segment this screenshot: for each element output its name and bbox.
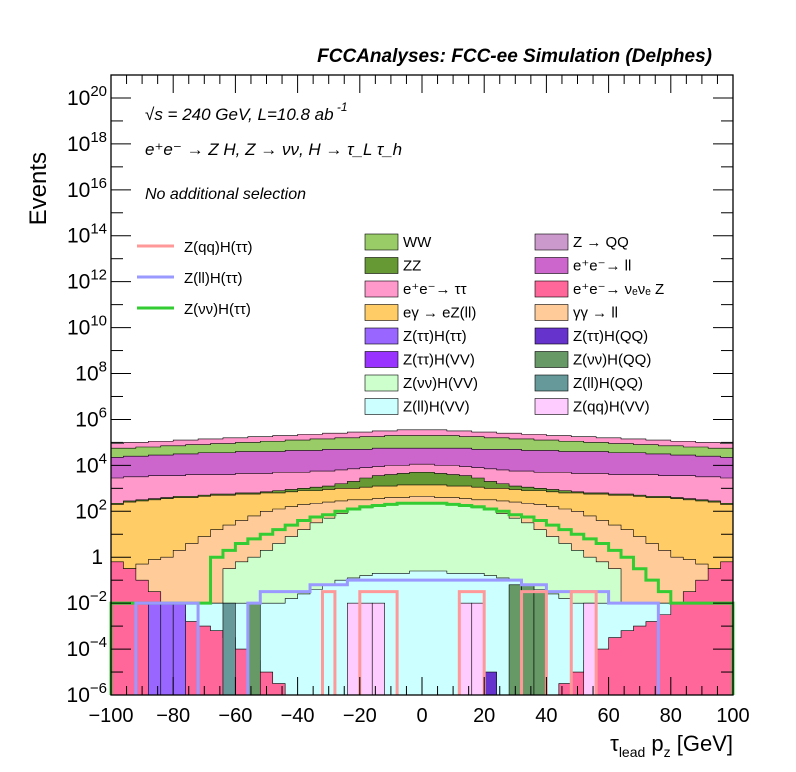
legend-swatch	[534, 398, 569, 415]
y-tick-label: 10−6	[67, 680, 107, 707]
y-tick-label: 1010	[67, 313, 107, 340]
legend-swatch	[364, 304, 399, 321]
x-label-sub: lead	[619, 744, 645, 760]
legend-swatch	[534, 351, 569, 368]
legend-label: e⁺e⁻→ ll	[573, 258, 631, 275]
legend-swatch	[364, 374, 399, 392]
legend-swatch	[364, 351, 399, 368]
legend-label: Z(ττ)H(QQ)	[573, 328, 648, 345]
legend-label: WW	[403, 234, 432, 251]
y-tick-label: 1018	[67, 129, 107, 156]
x-tick-label: 100	[716, 705, 749, 727]
y-tick-label: 10−2	[67, 588, 107, 615]
spike-bar-15	[583, 602, 597, 696]
x-tick-label: 60	[597, 705, 619, 727]
spike-bar-14	[533, 591, 547, 696]
x-tick-label: 0	[416, 705, 427, 727]
spike-bar-11	[483, 671, 497, 696]
spike-bar-9	[459, 602, 473, 696]
x-axis-label: τlead pz [GeV]	[610, 731, 733, 760]
legend-label: Z(νν)H(VV)	[403, 375, 478, 392]
y-tick-label: 1016	[67, 175, 107, 202]
signal-line-1	[109, 501, 735, 695]
legend-swatch	[364, 233, 399, 251]
spike-bar-12	[508, 584, 522, 696]
chart-header: FCCAnalyses: FCC-ee Simulation (Delphes)	[317, 46, 712, 67]
y-tick-label: 1020	[67, 83, 107, 110]
legend-label: Z(ll)H(VV)	[403, 399, 470, 416]
legend-label: γγ → ll	[573, 305, 618, 322]
x-tick-label: −40	[281, 705, 315, 727]
plot-layers	[109, 429, 735, 696]
legend-label: ZZ	[403, 258, 421, 275]
legend-swatch	[534, 233, 569, 251]
spike-bar-10	[471, 602, 485, 696]
x-tick-label: −60	[218, 705, 252, 727]
y-tick-label: 104	[75, 450, 107, 477]
legend-swatch	[534, 327, 569, 345]
x-label-rest: p	[645, 731, 663, 756]
legend-swatch	[364, 257, 399, 274]
legend-label: Z(νν)H(QQ)	[573, 352, 651, 369]
signal-legend-label: Z(qq)H(ττ)	[184, 239, 253, 256]
legend-label: Z(ττ)H(ττ)	[403, 328, 467, 345]
x-label-main: τ	[610, 731, 619, 756]
y-tick-label: 1014	[67, 221, 107, 248]
spike-bar-4	[222, 602, 236, 696]
legend-label: e⁺e⁻→ ττ	[403, 281, 467, 298]
x-tick-label: 20	[473, 705, 495, 727]
y-axis-label: Events	[25, 152, 52, 225]
legend-swatch	[534, 304, 569, 321]
legend-swatch	[534, 374, 569, 392]
x-tick-label: 40	[535, 705, 557, 727]
legend-swatch	[364, 280, 399, 298]
x-label-unit: [GeV]	[671, 731, 733, 756]
x-tick-label: 80	[660, 705, 682, 727]
x-label-sub2: z	[664, 744, 671, 760]
legend-swatch	[364, 398, 399, 415]
legend-swatch	[534, 257, 569, 274]
spike-bar-13	[521, 584, 535, 696]
legend-label: eγ → eZ(ll)	[403, 305, 476, 322]
signal-legend-label: Z(ll)H(ττ)	[184, 270, 243, 287]
signal-line-2	[134, 578, 660, 695]
spike-bar-7	[359, 602, 373, 696]
spike-bar-2	[160, 602, 174, 696]
legend-swatch	[534, 280, 569, 298]
y-tick-label: 1	[91, 546, 103, 569]
legend-swatch	[364, 327, 399, 345]
axes: −100 −80 −60 −40 −20 0 20 40 60 80 100 10−6 10−4 10−2…	[67, 74, 750, 727]
legend-label: Z → QQ	[573, 234, 629, 251]
spike-bar-6	[347, 602, 361, 696]
spike-bar-5	[247, 602, 261, 696]
x-tick-label: −100	[88, 705, 133, 727]
process-annotation: e⁺e⁻ → Z H, Z → νν, H → τ_L τ_h	[145, 140, 402, 159]
legend: Z(qq)H(ττ) Z(ll)H(ττ) Z(νν)H(ττ) WW Z → QQ ZZ…	[137, 233, 664, 416]
spike-bar-8	[371, 602, 385, 696]
svg-text:τlead pz [GeV]: τlead pz [GeV]	[610, 731, 733, 760]
annotations: √s = 240 GeV, L=10.8 ab -1 e⁺e⁻ → Z H, Z …	[145, 100, 402, 203]
legend-label: Z(ll)H(QQ)	[573, 375, 643, 392]
y-tick-label: 10−4	[67, 634, 107, 661]
legend-label: Z(qq)H(VV)	[573, 399, 650, 416]
x-tick-label: −20	[343, 705, 377, 727]
signal-legend-label: Z(νν)H(ττ)	[184, 301, 251, 318]
spike-bar-3	[172, 602, 186, 696]
x-tick-label: −80	[156, 705, 190, 727]
energy-annotation: √s = 240 GeV, L=10.8 ab -1	[145, 100, 348, 124]
signal-line-3	[320, 590, 598, 695]
spike-bar-1	[148, 602, 162, 696]
legend-label: Z(ττ)H(VV)	[403, 352, 475, 369]
y-tick-label: 108	[75, 359, 107, 386]
legend-label: e⁺e⁻→ νₑνₑ Z	[573, 281, 664, 298]
y-tick-label: 102	[75, 496, 107, 523]
selection-annotation: No additional selection	[145, 186, 306, 203]
y-tick-label: 106	[75, 404, 107, 431]
y-tick-label: 1012	[67, 267, 107, 294]
